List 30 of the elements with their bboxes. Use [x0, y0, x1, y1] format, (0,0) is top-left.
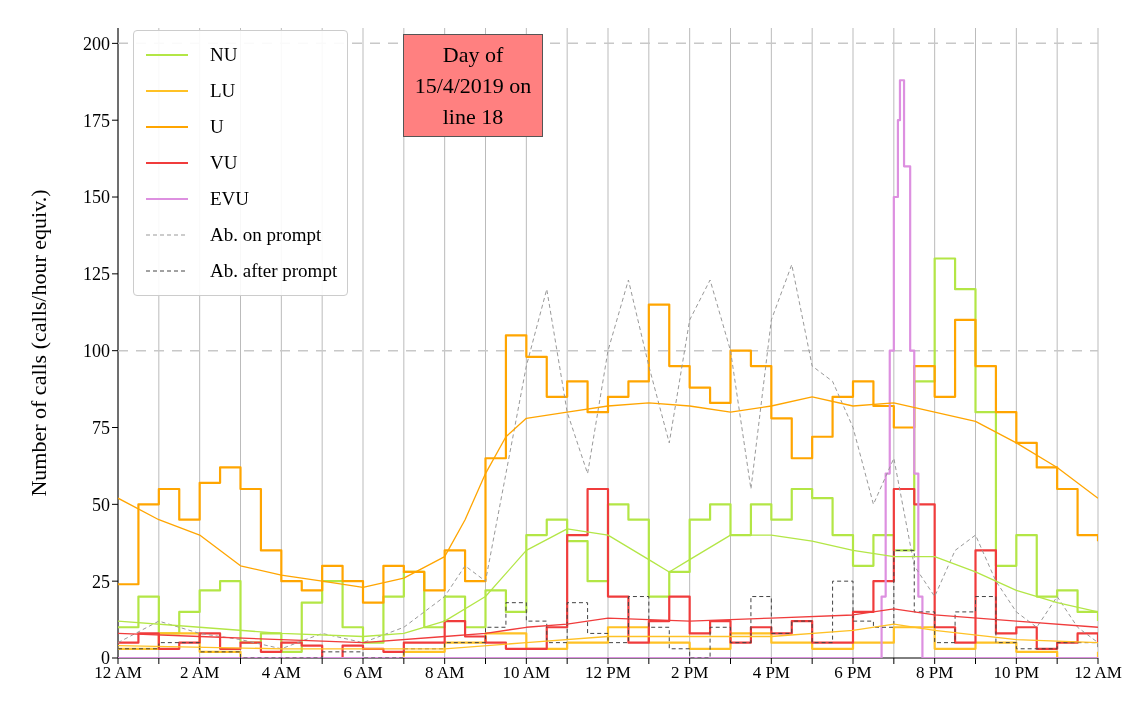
x-tick-label: 12 PM	[585, 663, 631, 683]
y-tick-label: 125	[83, 264, 110, 285]
y-tick-label: 100	[83, 341, 110, 362]
x-tick-label: 12 AM	[94, 663, 142, 683]
y-tick-label: 75	[92, 417, 110, 438]
legend-label: NU	[210, 44, 238, 66]
x-tick-label: 4 AM	[261, 663, 301, 683]
x-tick-label: 8 AM	[425, 663, 465, 683]
y-tick-label: 25	[92, 571, 110, 592]
y-tick-label: 50	[92, 494, 110, 515]
legend-label: Ab. after prompt	[210, 260, 338, 282]
x-tick-label: 8 PM	[916, 663, 954, 683]
x-tick-label: 4 PM	[752, 663, 790, 683]
x-tick-label: 2 PM	[671, 663, 709, 683]
legend-label: EVU	[210, 188, 250, 210]
annotation: Day of 15/4/2019 on line 18	[403, 34, 543, 137]
x-tick-label: 6 AM	[343, 663, 383, 683]
x-tick-label: 6 PM	[834, 663, 872, 683]
legend-label: U	[210, 116, 224, 138]
x-tick-label: 2 AM	[180, 663, 220, 683]
legend-label: LU	[210, 80, 236, 102]
legend-label: Ab. on prompt	[210, 224, 322, 246]
y-tick-label: 175	[83, 110, 110, 131]
x-tick-label: 10 PM	[993, 663, 1040, 683]
x-tick-label: 12 AM	[1074, 663, 1122, 683]
legend-label: VU	[210, 152, 238, 174]
y-axis-title: Number of calls (calls/hour equiv.)	[25, 189, 51, 497]
y-tick-label: 200	[83, 33, 110, 54]
x-tick-label: 10 AM	[502, 663, 551, 683]
y-tick-label: 150	[83, 187, 110, 208]
